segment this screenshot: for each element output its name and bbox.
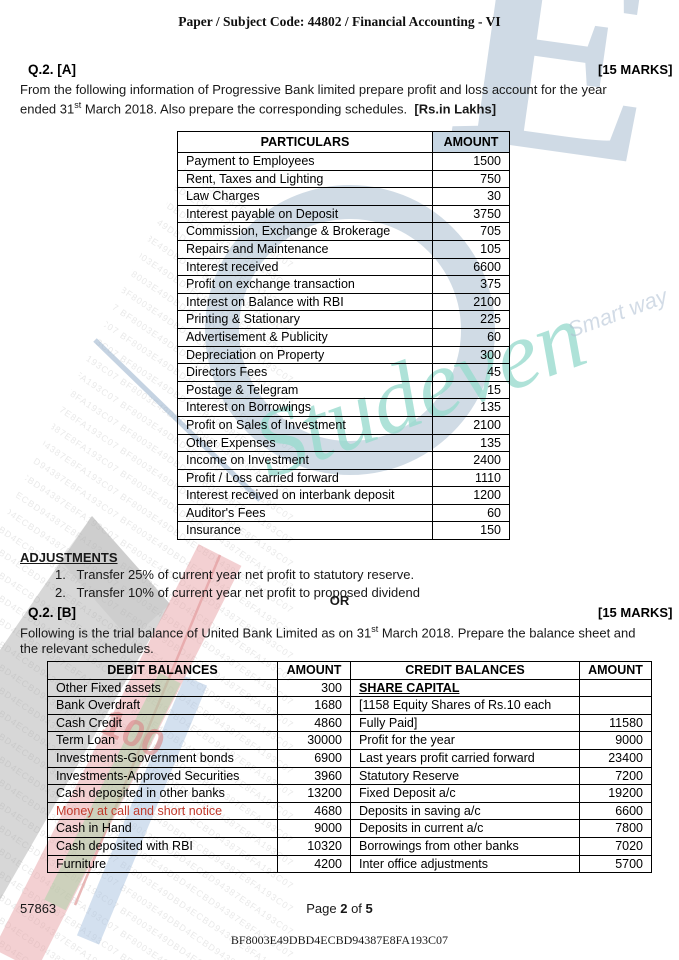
svg-text:Smart way: Smart way: [564, 283, 672, 343]
